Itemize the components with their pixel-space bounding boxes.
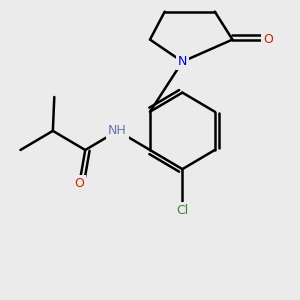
- Text: NH: NH: [108, 124, 127, 137]
- Text: N: N: [178, 55, 187, 68]
- Text: O: O: [74, 177, 84, 190]
- Text: Cl: Cl: [176, 204, 188, 217]
- Text: O: O: [263, 33, 273, 46]
